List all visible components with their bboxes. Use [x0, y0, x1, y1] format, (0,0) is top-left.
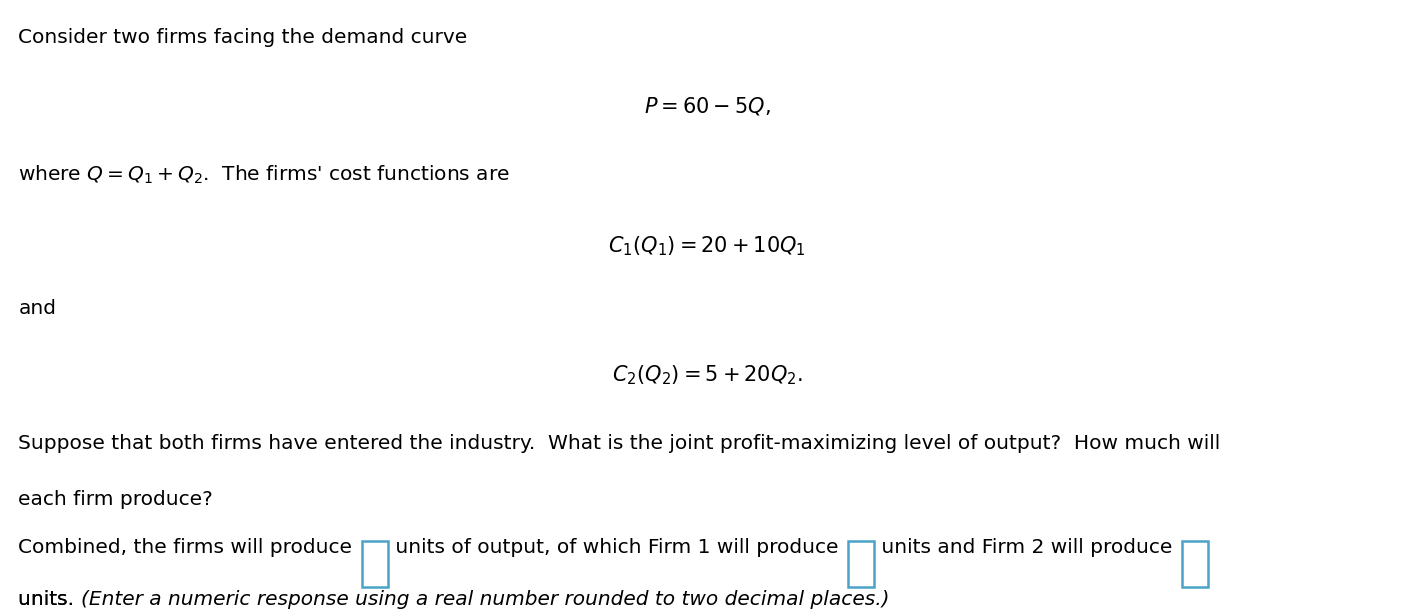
- Text: (Enter a numeric response using a real number rounded to two decimal places.): (Enter a numeric response using a real n…: [81, 590, 889, 609]
- Text: $P = 60 - 5Q,$: $P = 60 - 5Q,$: [643, 95, 771, 118]
- Text: and: and: [18, 299, 57, 318]
- Text: where $Q = Q_1 + Q_2$.  The firms' cost functions are: where $Q = Q_1 + Q_2$. The firms' cost f…: [18, 163, 510, 185]
- Text: Suppose that both firms have entered the industry.  What is the joint profit-max: Suppose that both firms have entered the…: [18, 434, 1220, 453]
- Text: Combined, the firms will produce: Combined, the firms will produce: [18, 538, 359, 557]
- Bar: [362, 541, 387, 587]
- Text: units.: units.: [18, 590, 81, 609]
- Text: units of output, of which Firm 1 will produce: units of output, of which Firm 1 will pr…: [389, 538, 846, 557]
- Text: each firm produce?: each firm produce?: [18, 490, 214, 509]
- Text: $C_2\left(Q_2\right) = 5 + 20Q_2.$: $C_2\left(Q_2\right) = 5 + 20Q_2.$: [612, 363, 802, 387]
- Bar: [1182, 541, 1208, 587]
- Text: units and Firm 2 will produce: units and Firm 2 will produce: [875, 538, 1179, 557]
- Bar: [848, 541, 874, 587]
- Text: $C_1\left(Q_1\right) = 20 + 10Q_1$: $C_1\left(Q_1\right) = 20 + 10Q_1$: [608, 234, 806, 257]
- Text: units.: units.: [18, 590, 81, 609]
- Text: Consider two firms facing the demand curve: Consider two firms facing the demand cur…: [18, 28, 468, 47]
